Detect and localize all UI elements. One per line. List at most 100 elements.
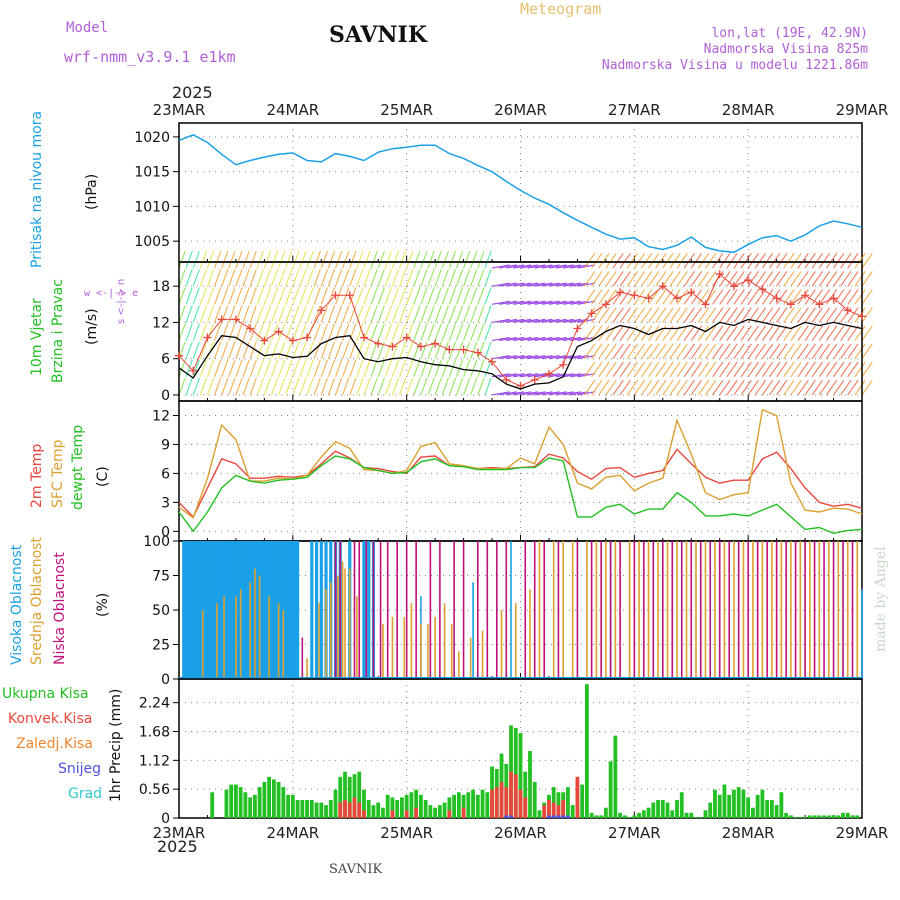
wind-arrow <box>349 359 357 378</box>
wind-arrow <box>370 359 378 378</box>
cloud_high-bar <box>236 541 240 679</box>
cloud_high-bar <box>310 541 314 679</box>
wind-arrow <box>712 289 724 305</box>
rain_total-bar <box>608 761 613 818</box>
wind-arrow <box>256 377 264 396</box>
cloud_low-bar <box>718 541 721 679</box>
snow-bar <box>551 815 556 818</box>
cloud_low-bar <box>794 541 797 679</box>
wind-arrow <box>455 377 464 396</box>
wind-speed-line <box>178 318 863 390</box>
wind-arrow <box>363 269 371 287</box>
wind-arrow <box>448 323 457 341</box>
cloud_high-bar <box>199 541 203 679</box>
cloud-panel: 0 25 50 75 100 <box>143 534 863 688</box>
wind-arrow <box>719 379 731 396</box>
cloud_low-bar <box>372 541 375 679</box>
rain_total-bar <box>622 815 627 818</box>
wind-arrow <box>633 307 646 323</box>
cloud_mid-bar <box>638 541 640 679</box>
cloud_mid-bar <box>704 541 707 679</box>
cloud_low-bar <box>619 541 621 679</box>
rain_total-bar <box>509 725 513 818</box>
cloud_mid-bar <box>318 603 320 679</box>
cloud_low-bar <box>699 541 702 679</box>
wind-arrow <box>299 323 307 341</box>
wind-arrow <box>506 391 525 396</box>
wind-arrow <box>769 252 781 269</box>
cloud_mid-bar <box>790 541 792 679</box>
cloud_high-bar <box>202 541 206 679</box>
day-label-top: 26MAR <box>494 101 547 119</box>
wind-arrow <box>626 361 638 378</box>
wind-arrow <box>555 318 574 323</box>
wind-arrow <box>270 341 279 359</box>
wind-arrow <box>761 252 774 269</box>
cloud_mid-bar <box>337 575 339 679</box>
cloud_low-bar <box>386 541 389 679</box>
cloud_low-bar <box>690 541 693 679</box>
cloud_low-bar <box>775 541 778 679</box>
wind-arrow <box>534 336 553 342</box>
wind-arrow <box>499 318 517 323</box>
rain_total-bar <box>713 789 717 818</box>
rain_total-bar <box>433 807 438 818</box>
wind-arrow <box>833 325 845 341</box>
cloud_mid-bar <box>733 541 735 679</box>
y-tick-label: 0.56 <box>139 782 170 798</box>
wind-arrow <box>399 305 407 323</box>
wind-arrow <box>185 287 193 305</box>
wind-arrow <box>299 377 307 396</box>
day-label-top: 29MAR <box>836 101 889 119</box>
wind-arrow <box>754 343 767 360</box>
wind-arrow <box>263 250 272 269</box>
wind-arrow <box>455 341 464 359</box>
wind-arrow <box>377 269 385 287</box>
wind-arrow <box>263 305 272 323</box>
wind-arrow <box>406 359 414 378</box>
wind-arrow <box>811 289 823 305</box>
cloud_high-bar <box>264 541 268 679</box>
wind-arrow <box>463 359 471 378</box>
cloud_low-bar <box>737 541 740 679</box>
wind-arrow <box>676 361 688 378</box>
rain_conv-bar <box>494 787 499 818</box>
cloud_high-bar <box>293 541 297 679</box>
wind-arrow <box>541 391 560 396</box>
rain_total-bar <box>229 784 234 818</box>
cloud_high-bar <box>362 541 366 679</box>
cloud_high-bar <box>213 541 217 679</box>
wind-arrow <box>270 287 279 305</box>
wind-arrow <box>726 289 738 305</box>
wind-arrow <box>463 269 471 287</box>
cloud_low-bar <box>851 541 854 679</box>
wind-arrow <box>705 252 717 269</box>
wind-arrow <box>199 341 208 359</box>
wind-arrow <box>598 307 610 323</box>
wind-arrow <box>306 305 314 323</box>
wind-arrow <box>384 287 392 305</box>
cloud_mid-bar <box>647 541 650 679</box>
wind-arrow <box>527 264 546 269</box>
wind-arrow <box>669 252 681 269</box>
wind-arrow <box>619 252 631 269</box>
wind-arrow <box>861 361 873 378</box>
wind-arrow <box>399 377 407 396</box>
rain_total-bar <box>589 812 594 818</box>
wind-arrow <box>726 325 738 341</box>
legend-rain-conv: Konvek.Kisa <box>8 711 93 727</box>
wind-arrow <box>527 373 546 378</box>
wind-arrow <box>570 300 589 305</box>
cloud_mid-bar <box>306 658 308 679</box>
wind-arrow <box>648 379 660 396</box>
rain_total-bar <box>371 805 376 818</box>
rain_total-bar <box>613 735 618 818</box>
rain_conv-bar <box>347 802 352 818</box>
cloud_low-bar <box>804 541 806 679</box>
wind-arrow <box>818 379 831 396</box>
wind-arrow <box>847 252 859 269</box>
cloud_low-bar <box>486 541 489 679</box>
snow-bar <box>504 815 509 818</box>
rain_total-bar <box>703 810 708 818</box>
wind-arrow <box>448 305 457 323</box>
